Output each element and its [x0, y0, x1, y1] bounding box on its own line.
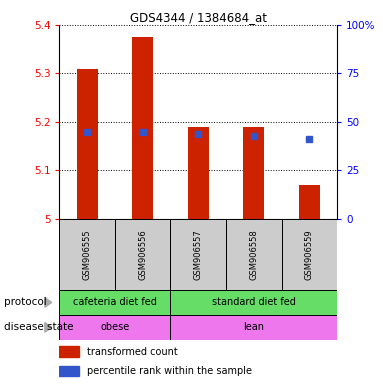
- FancyBboxPatch shape: [170, 315, 337, 340]
- Bar: [299, 185, 320, 219]
- FancyBboxPatch shape: [282, 219, 337, 290]
- FancyBboxPatch shape: [59, 219, 115, 290]
- Bar: [59, 366, 79, 376]
- FancyBboxPatch shape: [115, 219, 170, 290]
- Text: standard diet fed: standard diet fed: [212, 297, 296, 308]
- Text: obese: obese: [100, 322, 129, 333]
- Text: GSM906557: GSM906557: [194, 229, 203, 280]
- Text: cafeteria diet fed: cafeteria diet fed: [73, 297, 157, 308]
- Bar: [132, 37, 153, 219]
- Text: transformed count: transformed count: [87, 347, 178, 357]
- Bar: [188, 127, 209, 219]
- FancyBboxPatch shape: [170, 290, 337, 315]
- Bar: [59, 346, 79, 357]
- FancyBboxPatch shape: [59, 290, 170, 315]
- FancyBboxPatch shape: [226, 219, 282, 290]
- Title: GDS4344 / 1384684_at: GDS4344 / 1384684_at: [130, 11, 267, 24]
- Text: protocol: protocol: [4, 297, 47, 308]
- FancyBboxPatch shape: [170, 219, 226, 290]
- FancyBboxPatch shape: [59, 315, 170, 340]
- Bar: [243, 127, 264, 219]
- Bar: [77, 69, 98, 219]
- Text: percentile rank within the sample: percentile rank within the sample: [87, 366, 252, 376]
- Text: GSM906556: GSM906556: [138, 229, 147, 280]
- Text: disease state: disease state: [4, 322, 73, 333]
- Text: lean: lean: [243, 322, 264, 333]
- Text: GSM906555: GSM906555: [83, 229, 92, 280]
- Text: GSM906559: GSM906559: [305, 229, 314, 280]
- Text: GSM906558: GSM906558: [249, 229, 258, 280]
